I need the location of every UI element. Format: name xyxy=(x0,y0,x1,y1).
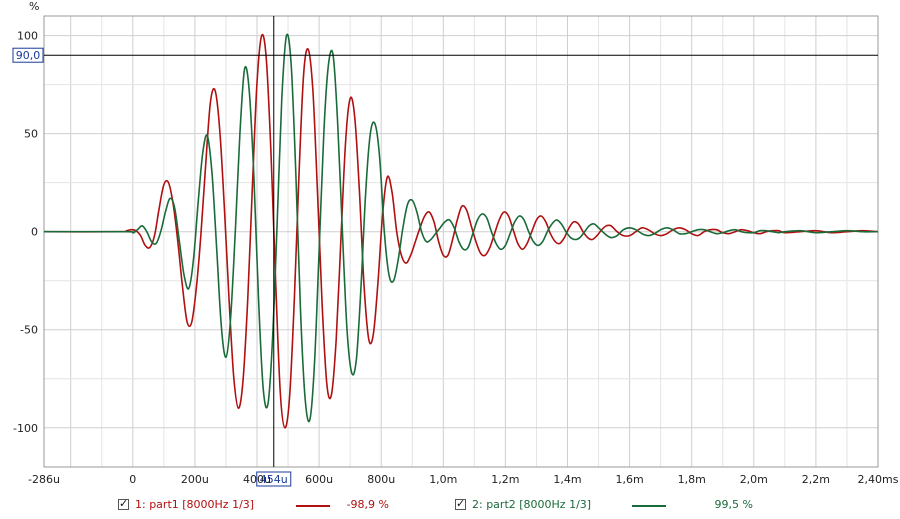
plot-border xyxy=(43,15,879,468)
x-tick-label: 0 xyxy=(129,473,136,486)
series-layer xyxy=(43,33,879,429)
y-axis-label: % xyxy=(29,0,39,13)
x-tick-label: 800u xyxy=(367,473,395,486)
y-tick-label: 100 xyxy=(17,30,38,43)
legend-value-part2: 99,5 % xyxy=(714,498,753,511)
checkbox-part2[interactable] xyxy=(455,497,466,510)
legend-label-part1: 1: part1 [8000Hz 1/3] xyxy=(135,498,255,511)
cursor-x-box xyxy=(256,471,292,487)
series-line-2 xyxy=(43,33,879,423)
checkbox-part1[interactable] xyxy=(118,497,129,510)
x-tick-label: 2,40ms xyxy=(858,473,899,486)
grid xyxy=(44,16,879,467)
legend-swatch-part1 xyxy=(296,505,330,507)
legend-item-part1[interactable]: 1: part1 [8000Hz 1/3] xyxy=(118,497,255,511)
cursor[interactable]: 90,0 454u xyxy=(12,16,878,487)
x-tick-label: 1,6m xyxy=(615,473,643,486)
cursor-y-box xyxy=(12,47,44,63)
legend-value-part1: -98,9 % xyxy=(346,498,389,511)
x-tick-label: 1,2m xyxy=(491,473,519,486)
x-tick-label: 1,8m xyxy=(678,473,706,486)
x-tick-label: 1,4m xyxy=(553,473,581,486)
cursor-y-label: 90,0 xyxy=(16,49,41,62)
tick-labels: 100 50 0 -50 -100 -286u 0 200u 400u 600u 800u 1,0m 1… xyxy=(13,30,899,486)
x-tick-label: 200u xyxy=(181,473,209,486)
y-tick-label: 50 xyxy=(24,128,38,141)
x-tick-label: -286u xyxy=(28,473,60,486)
legend-swatch-part2 xyxy=(632,505,666,507)
y-tick-label: -50 xyxy=(20,324,38,337)
y-tick-label: 0 xyxy=(31,226,38,239)
cursor-x-label: 454u xyxy=(260,473,288,486)
legend-label-part2: 2: part2 [8000Hz 1/3] xyxy=(472,498,592,511)
x-tick-label: 600u xyxy=(305,473,333,486)
x-tick-label: 400u xyxy=(243,473,271,486)
x-tick-label: 2,2m xyxy=(802,473,830,486)
legend-item-part2[interactable]: 2: part2 [8000Hz 1/3] xyxy=(455,497,592,511)
legend: 1: part1 [8000Hz 1/3] -98,9 % 2: part2 [… xyxy=(0,496,900,516)
impulse-chart[interactable]: 90,0 454u 100 50 0 -50 -100 -286u 0 200u 400u 600u… xyxy=(0,0,900,496)
x-tick-label: 1,0m xyxy=(429,473,457,486)
x-tick-label: 2,0m xyxy=(740,473,768,486)
y-tick-label: -100 xyxy=(13,422,38,435)
